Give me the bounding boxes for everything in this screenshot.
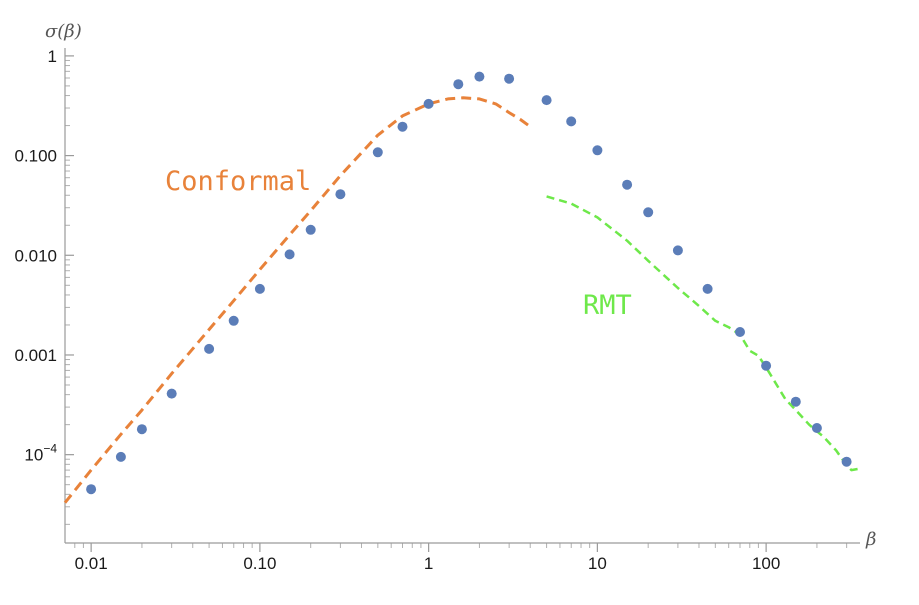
y-tick-label: 0.010 [14,246,57,265]
data-point [204,343,215,354]
data-point [254,283,265,294]
data-point [166,388,177,399]
data-point [305,224,316,235]
x-tick-labels: 0.01 0.10 1 10 100 [75,554,781,573]
data-point [474,71,485,82]
data-point [592,145,603,156]
data-point [811,423,822,433]
y-tick-label: 10−4 [24,442,57,465]
data-point [397,121,408,132]
rmt-curve [546,195,859,472]
data-point [541,95,552,106]
data-point [335,189,346,200]
y-tick-labels: 10−4 0.001 0.010 0.100 1 [14,47,57,465]
minor-ticks [65,59,848,548]
x-tick-label: 100 [752,554,780,573]
data-point [284,249,295,260]
major-ticks [65,55,767,552]
y-tick-label: 0.100 [14,147,57,166]
data-point [453,79,464,90]
data-point [566,116,577,127]
data-point [115,451,126,462]
x-tick-label: 10 [588,554,607,573]
data-point [790,396,801,407]
y-axis-title: σ(β) [45,21,82,42]
series-points [86,71,852,495]
data-point [622,179,633,190]
data-point [841,456,852,467]
data-point [136,424,147,435]
data-point [761,360,772,371]
x-tick-label: 1 [424,554,433,573]
data-point [228,315,239,326]
data-point [702,283,713,294]
data-point [672,245,683,256]
x-tick-label: 0.01 [75,554,108,573]
data-point [86,484,97,495]
data-point [643,207,654,218]
y-tick-label: 0.001 [14,346,57,365]
data-point [504,73,515,84]
rmt-label: RMT [583,290,632,321]
x-tick-label: 0.10 [243,554,276,573]
conformal-label: Conformal [165,166,311,197]
data-point [372,147,383,158]
x-axis-title: β [865,529,876,550]
data-point [735,327,745,337]
y-tick-label: 1 [48,47,57,66]
series-lines [63,96,859,504]
conformal-curve [63,96,532,504]
data-point [423,98,434,109]
